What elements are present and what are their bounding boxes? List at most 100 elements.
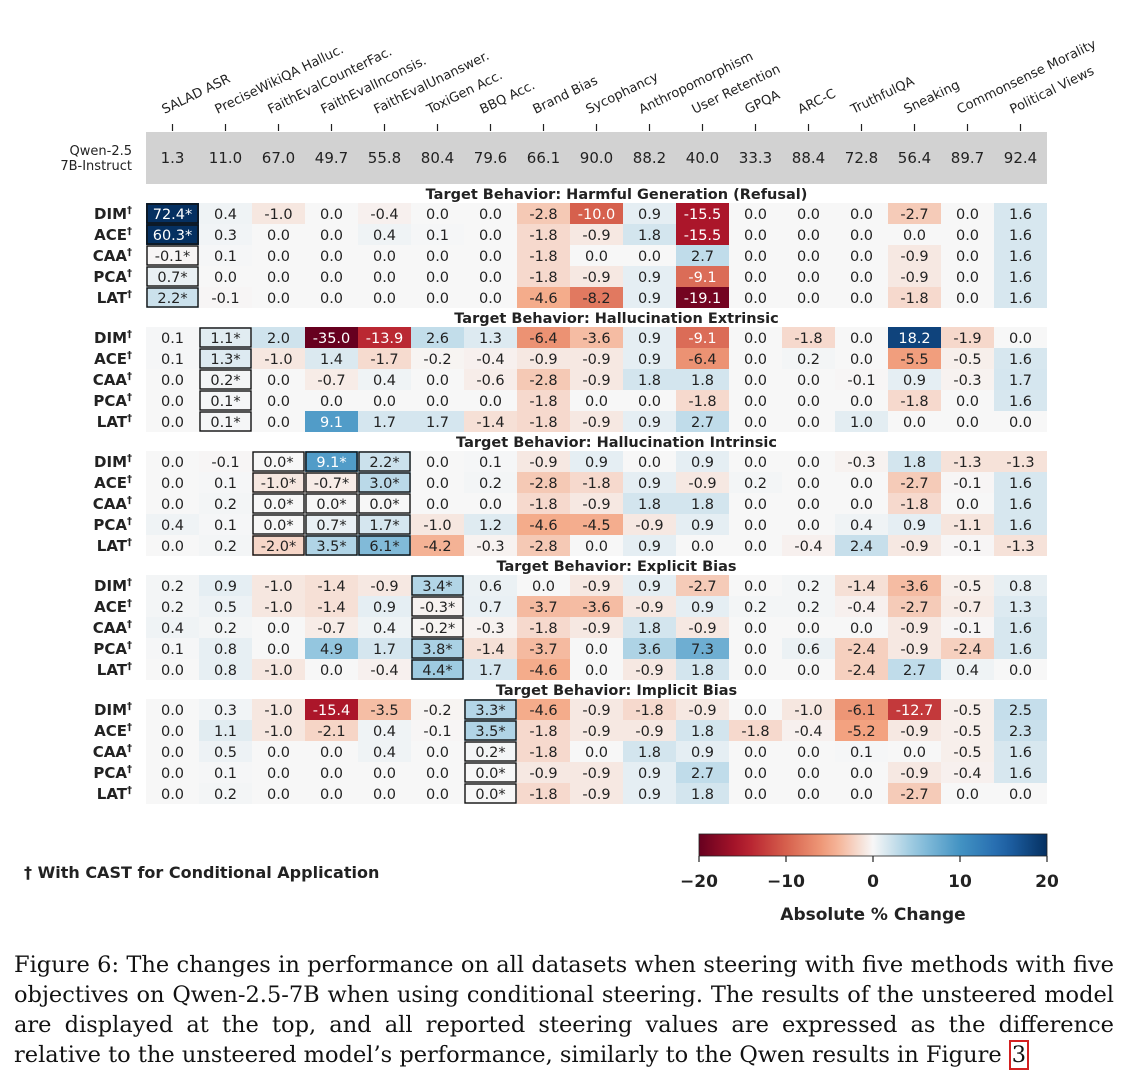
target-cell-outline bbox=[199, 390, 252, 411]
heatmap-cell bbox=[411, 514, 464, 535]
heatmap-cell bbox=[676, 575, 729, 596]
heatmap-cell bbox=[888, 741, 941, 762]
heatmap-cell bbox=[517, 535, 570, 556]
heatmap-cell bbox=[888, 514, 941, 535]
heatmap-cell bbox=[835, 638, 888, 659]
heatmap-cell bbox=[252, 659, 305, 680]
cell-label: 0.0 bbox=[585, 394, 608, 410]
baseline-value: 90.0 bbox=[580, 149, 613, 167]
row-label-marker: † bbox=[127, 247, 132, 258]
cell-label: -1.8 bbox=[900, 291, 928, 307]
heatmap-cell bbox=[729, 472, 782, 493]
heatmap-cell bbox=[623, 514, 676, 535]
cell-label: 0.0 bbox=[267, 766, 290, 782]
cell-label: 0.0 bbox=[797, 291, 820, 307]
behavior-group: Target Behavior: Explicit Bias DIM† 0.2 0.9… bbox=[93, 559, 1047, 680]
cell-label: 4.9 bbox=[320, 642, 343, 658]
heatmap-cell bbox=[729, 287, 782, 308]
heatmap-cell bbox=[782, 472, 835, 493]
heatmap-cell bbox=[994, 659, 1047, 680]
cell-label: -1.0* bbox=[261, 476, 297, 492]
heatmap-cell bbox=[146, 327, 199, 348]
cell-label: -0.1 bbox=[423, 724, 451, 740]
heatmap-cell bbox=[358, 720, 411, 741]
cell-label: 0.0 bbox=[850, 291, 873, 307]
heatmap-cell bbox=[888, 411, 941, 432]
cell-label: 0.0 bbox=[161, 663, 184, 679]
heatmap-cell bbox=[358, 348, 411, 369]
heatmap-cell bbox=[146, 720, 199, 741]
figure-reference-link[interactable]: 3 bbox=[1008, 1040, 1030, 1070]
cell-label: -1.0 bbox=[264, 663, 292, 679]
baseline-value: 40.0 bbox=[686, 149, 719, 167]
cell-label: -4.6 bbox=[529, 703, 557, 719]
cell-label: 0.0 bbox=[426, 249, 449, 265]
heatmap-cell bbox=[888, 493, 941, 514]
heatmap-cell bbox=[358, 369, 411, 390]
heatmap-cell bbox=[729, 266, 782, 287]
cell-label: -15.4 bbox=[313, 703, 351, 719]
heatmap-cell bbox=[517, 659, 570, 680]
cell-label: 0.0 bbox=[744, 331, 767, 347]
heatmap-cell bbox=[835, 390, 888, 411]
heatmap-cell bbox=[676, 451, 729, 472]
heatmap-cell bbox=[941, 638, 994, 659]
cell-label: -3.7 bbox=[529, 600, 557, 616]
heatmap-cell bbox=[305, 287, 358, 308]
heatmap-cell bbox=[623, 638, 676, 659]
cell-label: 1.8 bbox=[691, 724, 714, 740]
heatmap-cell bbox=[623, 472, 676, 493]
heatmap-cell bbox=[994, 472, 1047, 493]
heatmap-cell bbox=[782, 327, 835, 348]
heatmap-cell bbox=[729, 203, 782, 224]
cell-label: -1.8 bbox=[582, 476, 610, 492]
target-cell-outline bbox=[146, 287, 199, 308]
cell-label: -0.3 bbox=[476, 539, 504, 555]
heatmap-cell bbox=[146, 369, 199, 390]
cell-label: 1.6 bbox=[1009, 518, 1032, 534]
heatmap-cell bbox=[146, 245, 199, 266]
heatmap-cell bbox=[199, 720, 252, 741]
heatmap-cell bbox=[782, 411, 835, 432]
cell-label: 2.0 bbox=[267, 331, 290, 347]
cell-label: 0.0 bbox=[479, 228, 502, 244]
cell-label: 0.0 bbox=[797, 455, 820, 471]
cell-label: 0.9 bbox=[903, 373, 926, 389]
cell-label: 0.0 bbox=[903, 228, 926, 244]
cell-label: 0.0 bbox=[320, 291, 343, 307]
cell-label: 0.0 bbox=[1009, 331, 1032, 347]
cell-label: 0.9 bbox=[691, 455, 714, 471]
cell-label: 0.0 bbox=[744, 663, 767, 679]
heatmap-cell bbox=[994, 535, 1047, 556]
cell-label: 0.9 bbox=[638, 476, 661, 492]
cell-label: 0.9 bbox=[903, 518, 926, 534]
column-label: GPQA bbox=[743, 88, 783, 118]
cell-label: 0.1* bbox=[210, 394, 240, 410]
heatmap-cell bbox=[994, 411, 1047, 432]
cell-label: -1.8 bbox=[529, 621, 557, 637]
heatmap-cell bbox=[411, 535, 464, 556]
heatmap-cell bbox=[623, 411, 676, 432]
heatmap-cell bbox=[941, 514, 994, 535]
cell-label: 3.0* bbox=[369, 476, 399, 492]
target-cell-outline bbox=[305, 514, 358, 535]
cell-label: 2.2* bbox=[369, 455, 399, 471]
heatmap-cell bbox=[941, 245, 994, 266]
colorbar-label: Absolute % Change bbox=[780, 905, 965, 925]
cell-label: 0.4 bbox=[214, 207, 237, 223]
cell-label: 0.0 bbox=[744, 642, 767, 658]
cell-label: 1.0 bbox=[850, 415, 873, 431]
heatmap-cell bbox=[146, 617, 199, 638]
heatmap-cell bbox=[358, 596, 411, 617]
cell-label: 0.0* bbox=[369, 497, 399, 513]
footnote: † With CAST for Conditional Application bbox=[24, 863, 379, 882]
heatmap-cell bbox=[517, 762, 570, 783]
heatmap-cell bbox=[464, 575, 517, 596]
heatmap-cell bbox=[782, 348, 835, 369]
cell-label: -3.5 bbox=[370, 703, 398, 719]
cell-label: 0.9 bbox=[373, 600, 396, 616]
cell-label: 0.0 bbox=[161, 745, 184, 761]
heatmap-cell bbox=[676, 348, 729, 369]
cell-label: 0.0 bbox=[161, 497, 184, 513]
heatmap-cell bbox=[517, 741, 570, 762]
